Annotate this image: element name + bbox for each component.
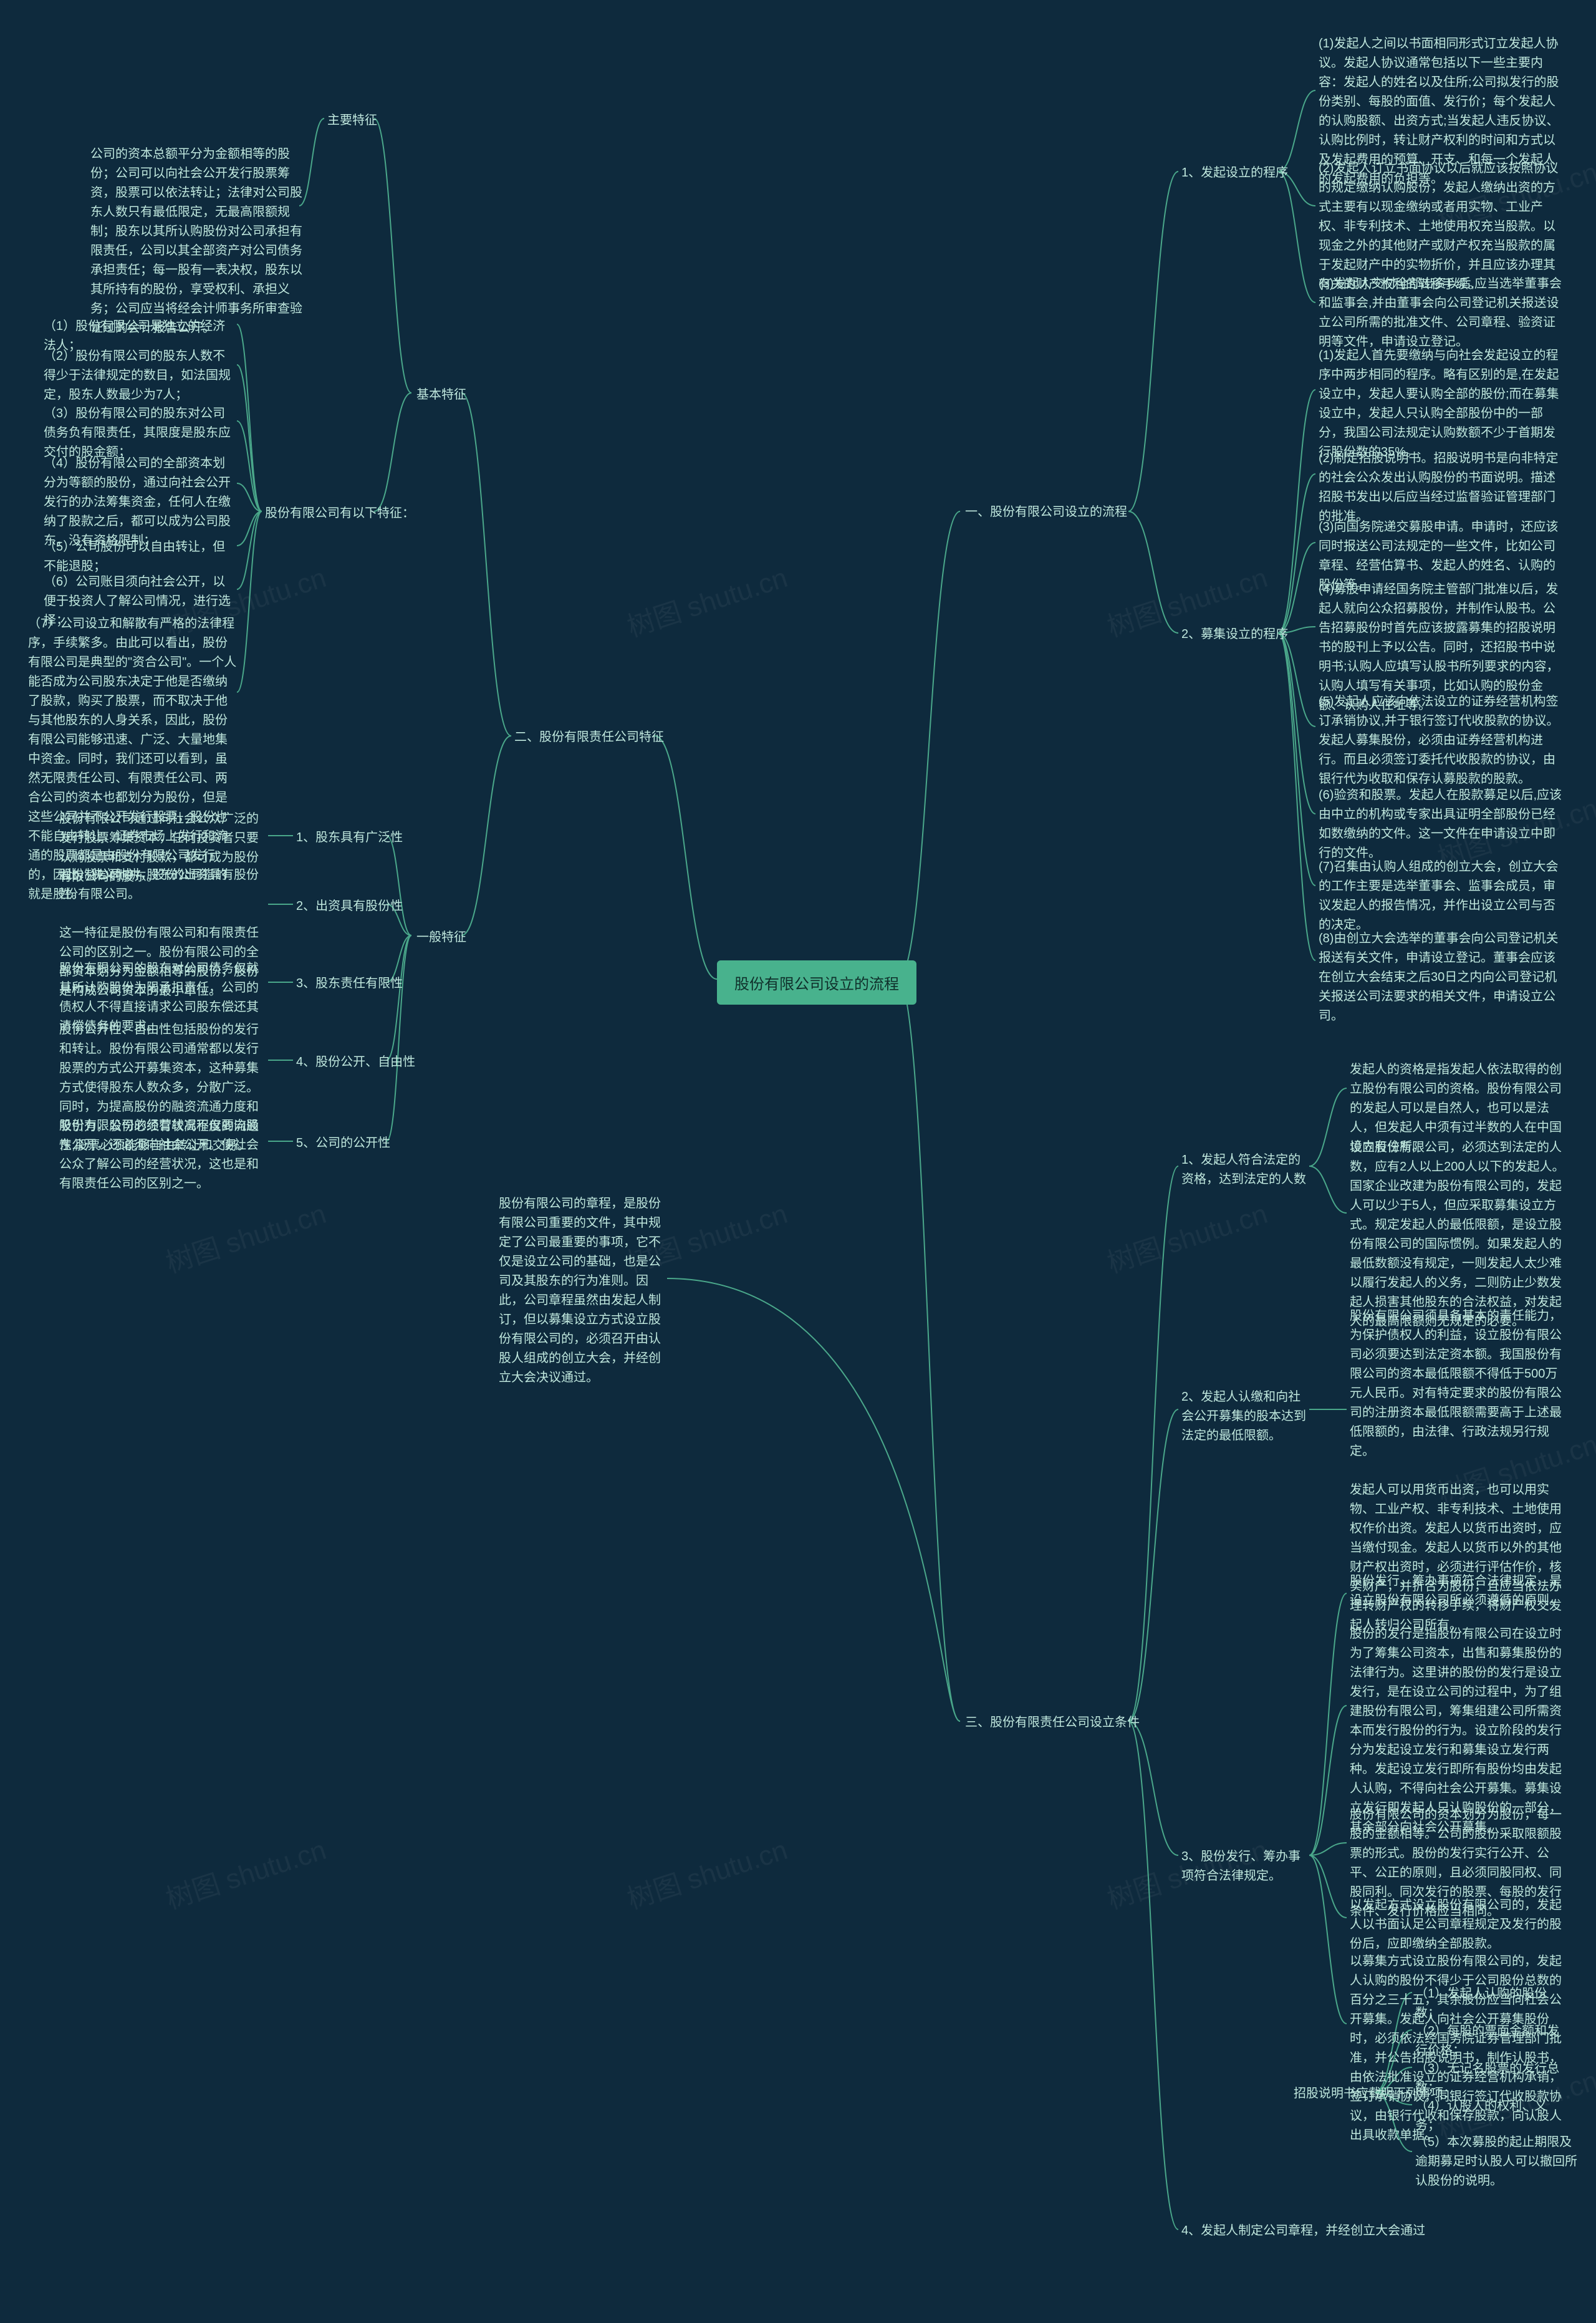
branch-3c4-label: 4、发起人制定公司章程，并经创立大会通过 (1181, 2221, 1431, 2241)
list-item-3: （3）无记名股票的发行总数； (1415, 2059, 1571, 2098)
leaf-1a-3: (3)发起人交付全部出资以后,应当选举董事会和监事会,并由董事会向公司登记机关报… (1319, 274, 1565, 352)
watermark: 树图 shutu.cn (160, 1827, 330, 1916)
list-item-5: （5）本次募股的起止期限及逾期募足时认股人可以撤回所认股份的说明。 (1415, 2133, 1577, 2191)
watermark: 树图 shutu.cn (622, 1827, 792, 1916)
g5-text: 股份有限公司的经营状况不仅要向股东公开，还必须向社会公开。使社会公众了解公司的经… (59, 1116, 268, 1194)
watermark: 树图 shutu.cn (622, 555, 792, 644)
branch-3c3-label: 3、股份发行、筹办事项符合法律规定。 (1181, 1847, 1306, 1886)
leaf-1b-1: (1)发起人首先要缴纳与向社会发起设立的程序中两步相同的程序。略有区别的是,在发… (1319, 346, 1565, 462)
g4-label: 4、股份公开、自由性 (296, 1053, 415, 1072)
main-label: 主要特征 (327, 111, 377, 130)
branch-3c2-label: 2、发起人认缴和向社会公开募集的股本达到法定的最低限额。 (1181, 1388, 1306, 1446)
leaf-1b-5: (5)发起人应该向依法设立的证券经营机构签订承销协议,并于银行签订代收股款的协议… (1319, 692, 1565, 789)
branch-3c1-label: 1、发起人符合法定的资格，达到法定的人数 (1181, 1151, 1306, 1189)
list-item-1: （1）发起人认购的股份数； (1415, 1984, 1571, 2023)
leaf-1b-7: (7)召集由认购人组成的创立大会，创立大会的工作主要是选举董事会、监事会成员，审… (1319, 857, 1565, 935)
g5-label: 5、公司的公开性 (296, 1134, 390, 1153)
list-item-4: （4）认股人的权利、义务； (1415, 2097, 1571, 2135)
leaf-1b-2: (2)制定招股说明书。招股说明书是向非特定的社会公众发出认购股份的书面说明。描述… (1319, 449, 1565, 526)
main-text: 公司的资本总额平分为金额相等的股份；公司可以向社会公开发行股票筹资，股票可以依法… (90, 145, 302, 338)
leaf-3c1-2: 设立股份有限公司，必须达到法定的人数，应有2人以上200人以下的发起人。国家企业… (1350, 1138, 1565, 1331)
branch-2-label: 二、股份有限责任公司特征 (514, 728, 664, 747)
branch-3-para: 股份有限公司的章程，是股份有限公司重要的文件，其中规定了公司最重要的事项，它不仅… (499, 1194, 667, 1388)
g3-label: 3、股东责任有限性 (296, 974, 403, 993)
branch-1a-label: 1、发起设立的程序 (1181, 163, 1288, 183)
g1-label: 1、股东具有广泛性 (296, 828, 403, 848)
basic-5: （5）公司股份可以自由转让，但不能退股； (44, 538, 237, 576)
leaf-3c3-1: 股份发行、筹办事项符合法律规定，是设立股份有限公司所必须遵循的原则。 (1350, 1572, 1565, 1610)
branch-1b-label: 2、募集设立的程序 (1181, 625, 1288, 644)
basic-2: （2）股份有限公司的股东人数不得少于法律规定的数目，如法国规定，股东人数最少为7… (44, 347, 237, 405)
center-topic: 股份有限公司设立的流程 (717, 960, 916, 1005)
list-item-2: （2）每股的票面金额和发行价格； (1415, 2022, 1571, 2060)
general-label: 一般特征 (416, 928, 466, 947)
basic-4: （4）股份有限公司的全部资本划分为等额的股份，通过向社会公开发行的办法筹集资金，… (44, 454, 237, 551)
leaf-1b-6: (6)验资和股票。发起人在股款募足以后,应该由中立的机构或专家出具证明全部股份已… (1319, 786, 1565, 863)
watermark: 树图 shutu.cn (160, 1191, 330, 1280)
branch-3-label: 三、股份有限责任公司设立条件 (965, 1713, 1140, 1732)
leaf-1b-8: (8)由创立大会选举的董事会向公司登记机关报送有关文件，申请设立登记。董事会应该… (1319, 929, 1565, 1026)
mindmap-canvas: 树图 shutu.cn 树图 shutu.cn 树图 shutu.cn 树图 s… (0, 0, 1596, 2323)
branch-1-label: 一、股份有限公司设立的流程 (965, 503, 1127, 522)
leaf-3c3-4: 以发起方式设立股份有限公司的，发起人以书面认足公司章程规定及发行的股份后，应即缴… (1350, 1896, 1565, 1954)
g2-label: 2、出资具有股份性 (296, 897, 403, 916)
basic-sub-label: 股份有限公司有以下特征： (265, 504, 415, 523)
watermark: 树图 shutu.cn (1102, 1191, 1272, 1280)
basic-label: 基本特征 (416, 385, 466, 405)
